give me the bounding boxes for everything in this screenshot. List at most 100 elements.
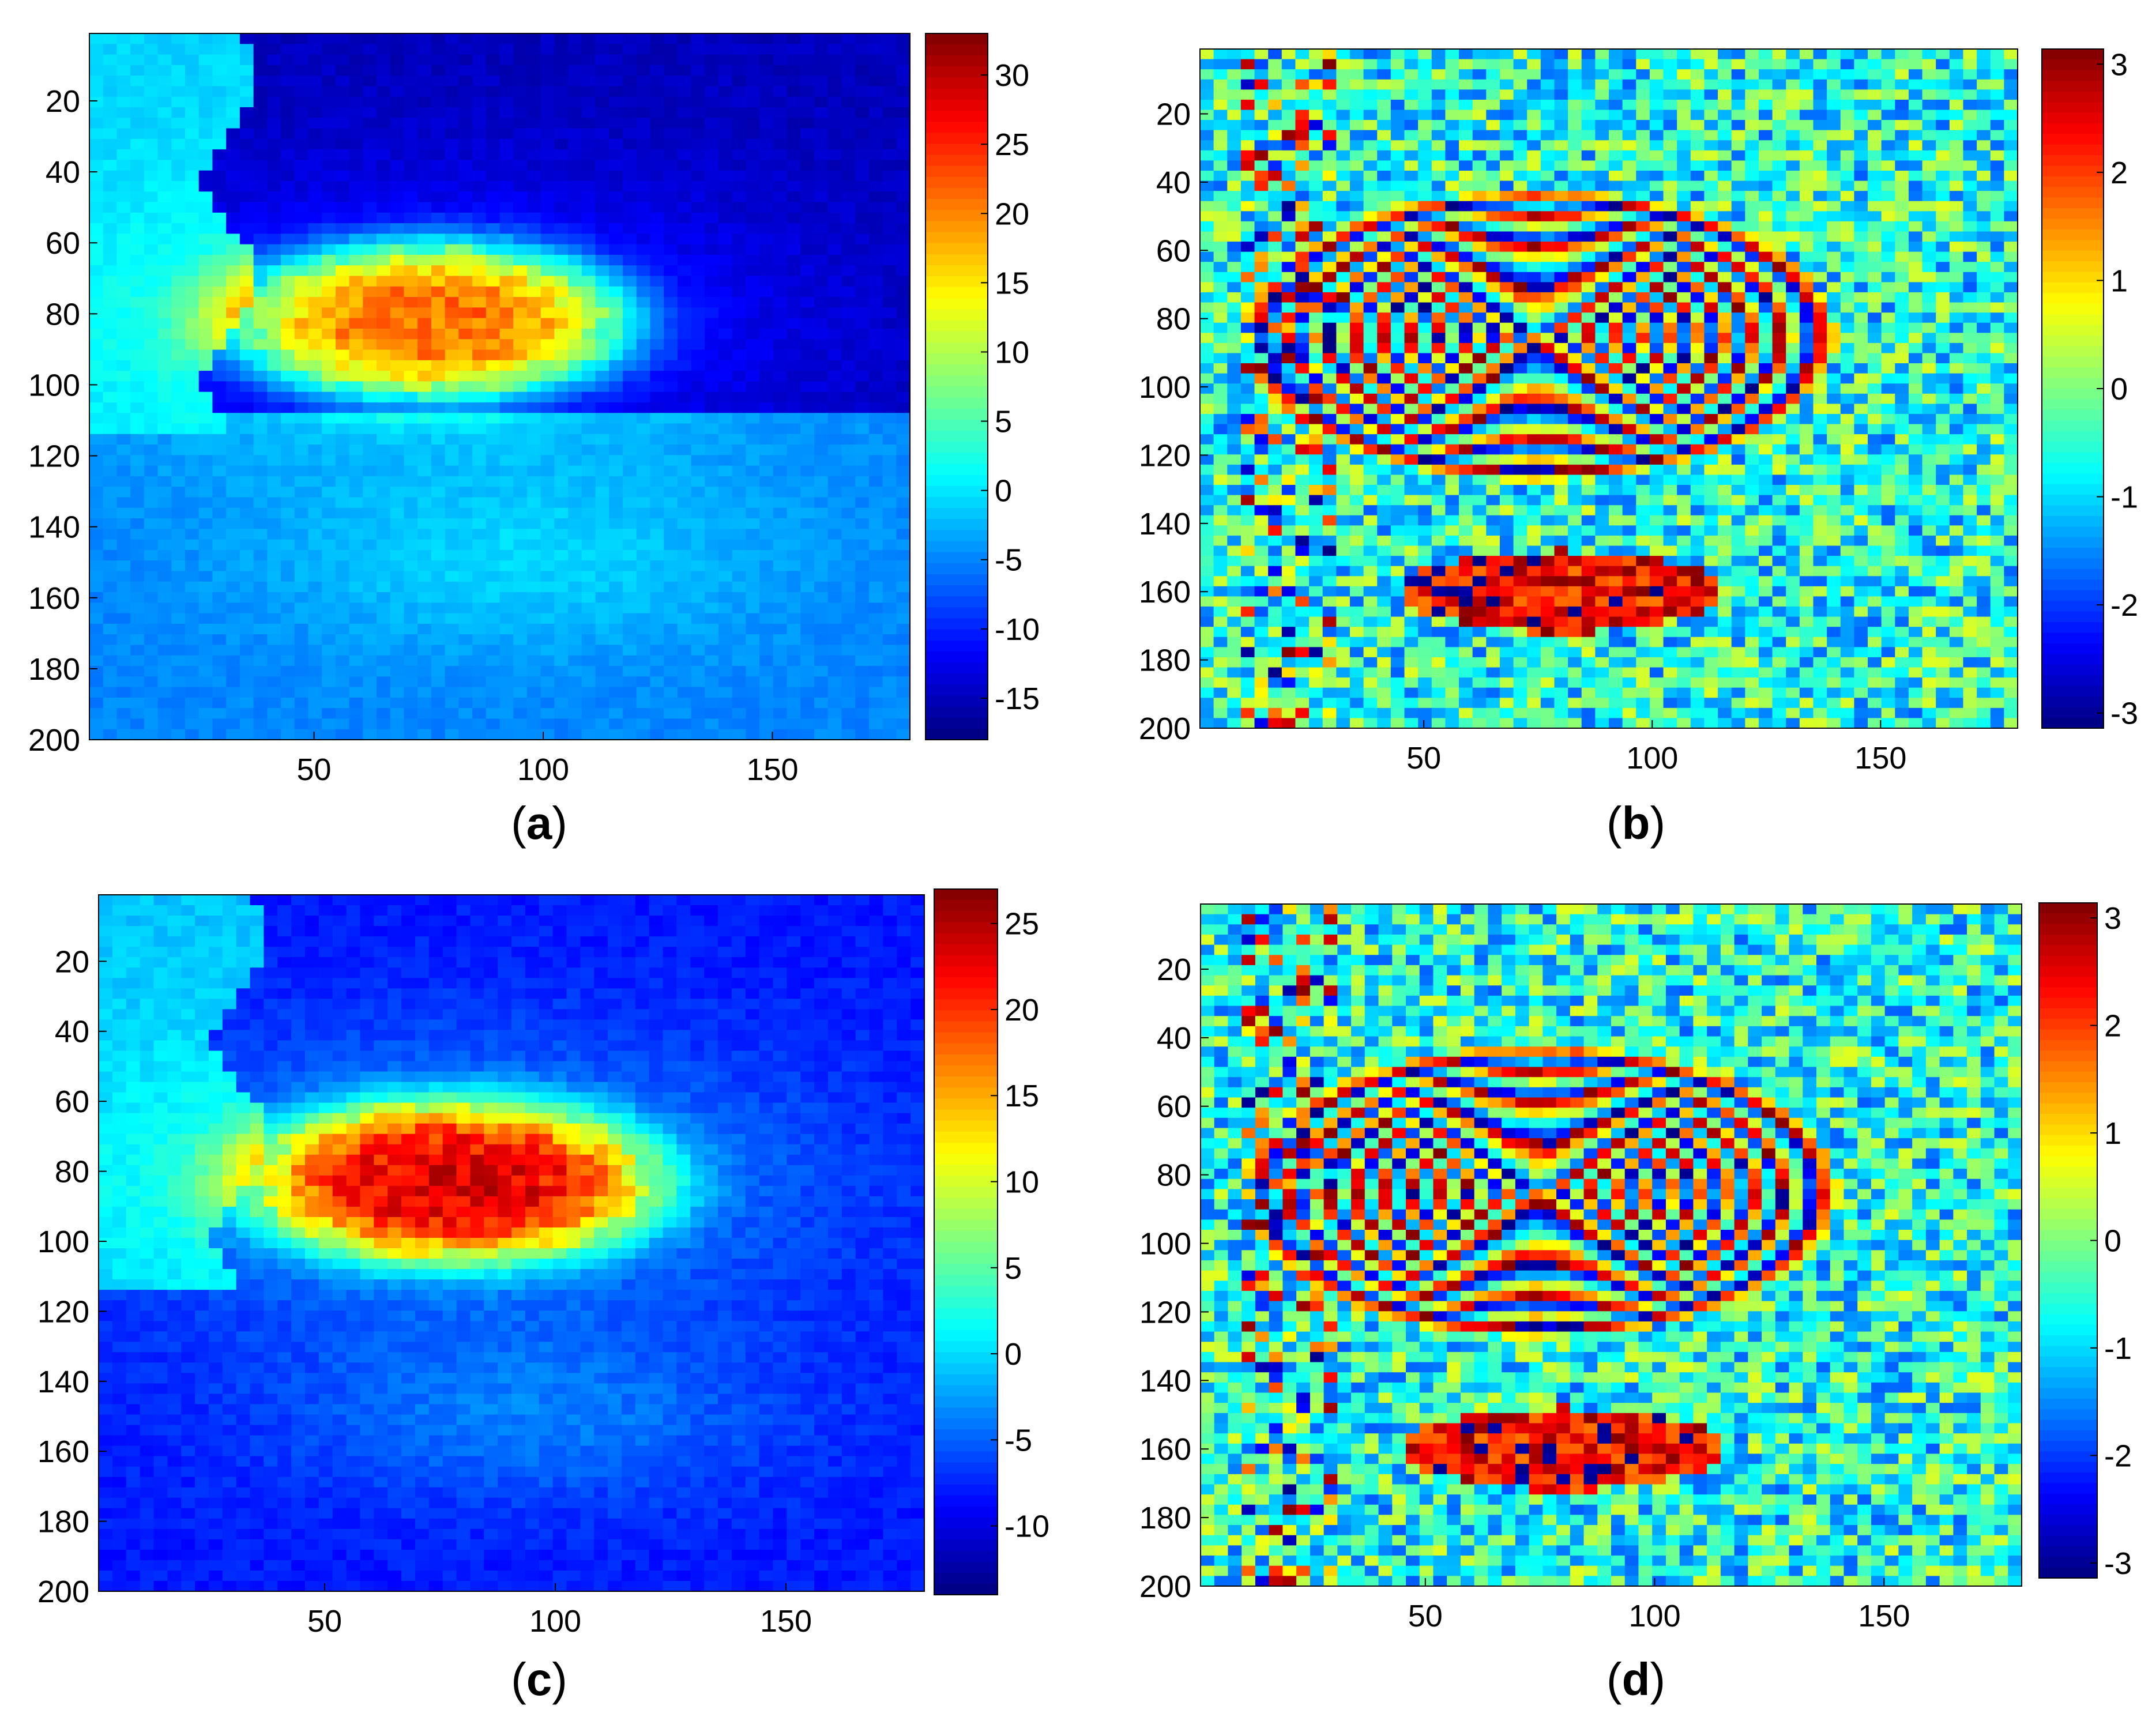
heatmap-cell [294,286,309,298]
heatmap-cell [198,223,213,235]
heatmap-cell [322,65,336,76]
heatmap-cell [322,234,336,245]
heatmap-cell [198,328,213,340]
colorbar-step [925,574,988,586]
heatmap-cell [377,391,391,403]
heatmap-cell [281,318,295,329]
heatmap-cell [664,413,678,424]
heatmap-cell [814,423,829,435]
heatmap-cell [1377,110,1391,120]
heatmap-cell [1649,59,1664,70]
heatmap-cell [664,507,678,519]
heatmap-cell [1622,79,1637,91]
heatmap-cell [718,645,733,656]
heatmap-cell [581,666,596,677]
heatmap-cell [1677,180,1691,191]
heatmap-cell [622,645,637,656]
heatmap-cell [212,497,227,509]
heatmap-cell [827,339,842,351]
heatmap-cell [445,160,460,171]
heatmap-cell [116,476,131,487]
heatmap-cell [363,180,377,193]
heatmap-cell [568,497,582,509]
heatmap-cell [691,191,706,203]
heatmap-cell [1322,170,1337,182]
heatmap-cell [212,613,227,624]
heatmap-cell [677,65,692,76]
heatmap-cell [1690,69,1705,80]
heatmap-cell [554,286,569,298]
heatmap-cell [1868,69,1882,80]
heatmap-cell [718,391,733,403]
heatmap-cell [540,33,555,45]
heatmap-cell [664,76,678,87]
heatmap-cell [554,402,569,414]
heatmap-cell [814,328,829,340]
heatmap-cell [1254,79,1269,91]
heatmap-cell [1936,130,1950,141]
heatmap-cell [609,297,623,308]
heatmap-cell [267,107,281,119]
heatmap-cell [595,128,610,140]
heatmap-cell [1540,130,1555,141]
heatmap-cell [472,180,487,193]
heatmap-cell [1636,130,1650,141]
heatmap-cell [841,445,856,456]
heatmap-cell [130,149,145,161]
heatmap-cell [1309,130,1323,141]
heatmap-cell [226,729,240,740]
heatmap-cell [322,297,336,308]
heatmap-cell [595,349,610,361]
heatmap-cell [896,581,911,593]
heatmap-cell [1213,130,1228,141]
heatmap-cell [253,307,268,319]
heatmap-cell [664,180,678,193]
heatmap-cell [281,613,295,624]
heatmap-cell [1513,69,1528,80]
heatmap-cell [144,54,159,66]
heatmap-cell [526,191,541,203]
heatmap-cell [636,170,651,182]
heatmap-cell [431,360,446,371]
heatmap-cell [1745,150,1759,161]
heatmap-cell [622,687,637,698]
heatmap-cell [390,202,405,213]
heatmap-cell [882,170,897,182]
heatmap-cell [417,729,432,740]
heatmap-cell [746,234,760,245]
heatmap-cell [253,381,268,393]
heatmap-cell [841,371,856,382]
heatmap-cell [349,391,364,403]
heatmap-cell [568,507,582,519]
heatmap-cell [827,202,842,213]
heatmap-cell [431,65,446,76]
heatmap-cell [1622,89,1637,100]
heatmap-cell [390,476,405,487]
heatmap-cell [827,445,842,456]
heatmap-cell [157,276,172,287]
heatmap-cell [1377,69,1391,80]
heatmap-cell [595,434,610,445]
heatmap-cell [855,276,870,287]
heatmap-cell [157,381,172,393]
heatmap-cell [472,234,487,245]
heatmap-cell [308,170,322,182]
heatmap-cell [609,549,623,561]
heatmap-cell [335,202,350,213]
heatmap-cell [526,160,541,171]
heatmap-cell [1349,191,1364,202]
heatmap-cell [636,434,651,445]
heatmap-cell [677,687,692,698]
heatmap-cell [1295,160,1310,171]
heatmap-cell [759,402,774,414]
heatmap-cell [595,202,610,213]
heatmap-cell [335,687,350,698]
heatmap-cell [390,445,405,456]
heatmap-cell [773,687,788,698]
heatmap-cell [1349,89,1364,100]
heatmap-cell [267,191,281,203]
heatmap-cell [609,276,623,287]
heatmap-cell [144,634,159,646]
heatmap-cell [1513,79,1528,91]
heatmap-cell [198,65,213,76]
